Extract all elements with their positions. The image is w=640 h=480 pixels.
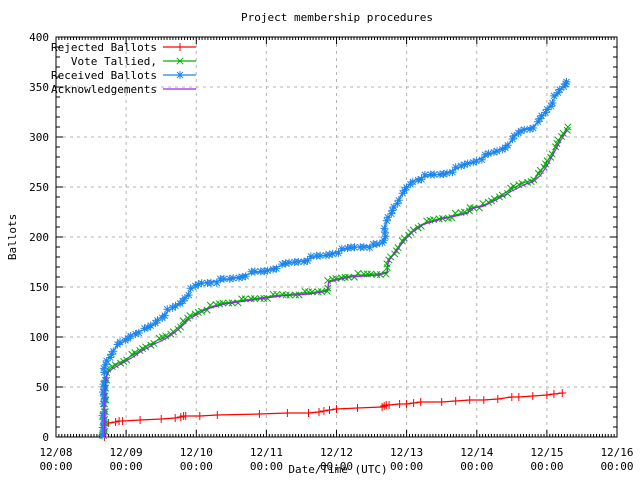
grid-dashes [56,37,617,437]
y-tick-label: 350 [29,81,49,94]
y-axis-label: Ballots [6,214,19,260]
x-tick-label-time: 00:00 [180,460,213,473]
y-tick-label: 400 [29,31,49,44]
x-tick-label-date: 12/08 [39,446,72,459]
legend-marker-cross-icon [176,57,184,65]
axis-tick-labels: 05010015020025030035040012/0800:0012/090… [29,31,633,473]
y-tick-label: 100 [29,331,49,344]
legend-entry-rejected-ballots: Rejected Ballots [51,41,196,54]
x-tick-label-date: 12/16 [600,446,633,459]
legend-marker-star-icon [176,71,184,79]
series-vote-tallied [99,123,572,439]
x-tick-label-time: 00:00 [460,460,493,473]
tick-marks [55,36,618,438]
series-markers-vote-tallied [99,123,572,439]
legend-entry-acknowledgements: Acknowledgements [51,83,196,96]
x-axis-label: Date/Time (UTC) [288,463,387,476]
chart-title: Project membership procedures [241,11,433,24]
series-line-rejected-ballots [103,392,563,438]
series-acknowledgements [103,129,568,438]
legend-label: Rejected Ballots [51,41,157,54]
y-tick-label: 200 [29,231,49,244]
legend-label: Acknowledgements [51,83,157,96]
legend-entry-received-ballots: Received Ballots [51,69,196,82]
y-tick-label: 150 [29,281,49,294]
y-tick-label: 300 [29,131,49,144]
series-line-received-ballots [102,81,567,438]
x-tick-label-time: 00:00 [530,460,563,473]
legend-entry-vote-tallied: Vote Tallied, [71,55,196,68]
series-markers-rejected-ballots [100,389,567,441]
x-tick-label-time: 00:00 [250,460,283,473]
legend-marker-plus-icon [176,43,184,51]
x-tick-label-date: 12/11 [250,446,283,459]
y-tick-label: 250 [29,181,49,194]
axis-ticks [55,36,618,438]
x-tick-label-date: 12/13 [390,446,423,459]
y-tick-label: 50 [36,381,49,394]
x-tick-label-date: 12/14 [460,446,493,459]
x-tick-label-date: 12/15 [530,446,563,459]
x-tick-label-date: 12/10 [180,446,213,459]
x-tick-label-time: 00:00 [110,460,143,473]
legend-label: Vote Tallied, [71,55,157,68]
series-markers-received-ballots [98,78,571,440]
data-series [98,78,572,441]
series-rejected-ballots [100,389,567,441]
grid-lines [56,37,617,437]
x-tick-label-date: 12/12 [320,446,353,459]
x-tick-label-time: 00:00 [390,460,423,473]
x-tick-label-time: 00:00 [320,460,353,473]
x-tick-label-time: 00:00 [39,460,72,473]
x-tick-label-date: 12/09 [110,446,143,459]
y-tick-label: 0 [42,431,49,444]
series-line-acknowledgements [103,129,568,438]
x-tick-label-time: 00:00 [600,460,633,473]
series-received-ballots [98,78,571,440]
legend-label: Received Ballots [51,69,157,82]
